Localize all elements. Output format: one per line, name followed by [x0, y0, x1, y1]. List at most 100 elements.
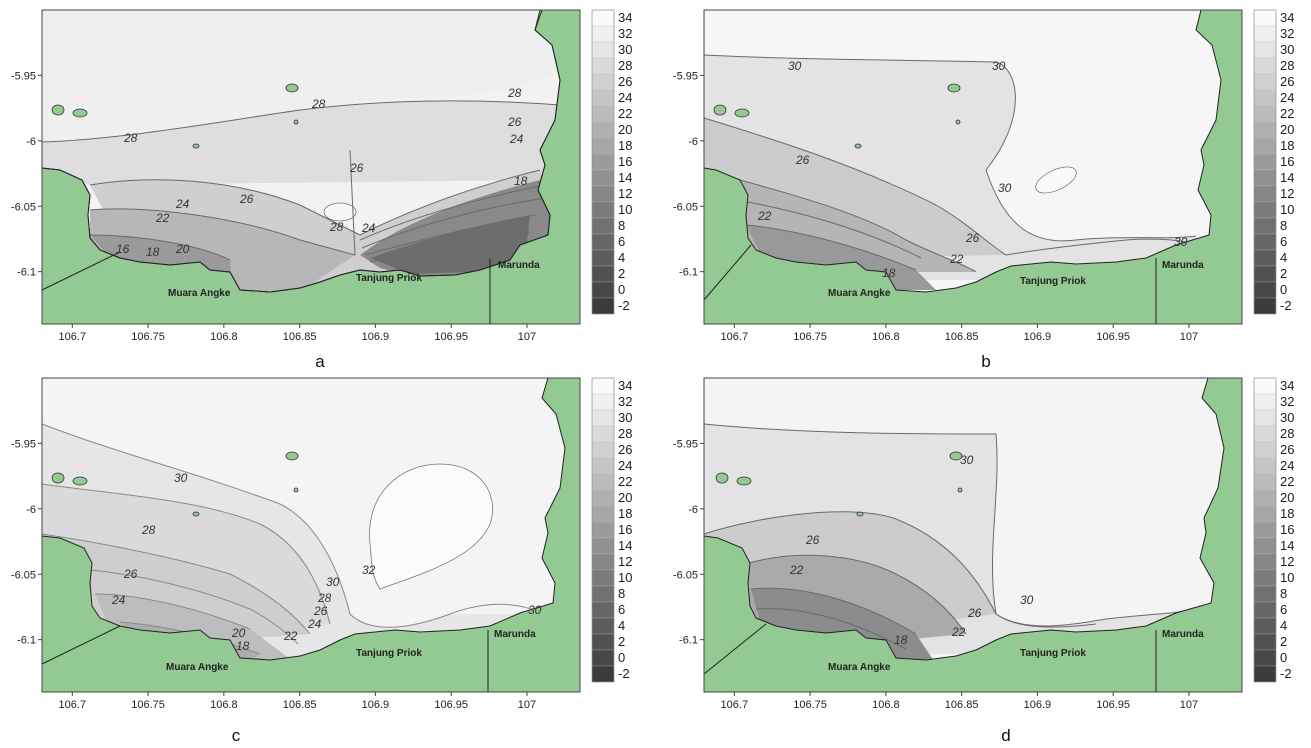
y-tick-label: -6: [26, 504, 36, 516]
place-tanjung-priok: Tanjung Priok: [356, 273, 422, 284]
colorbar-label: 24: [1280, 90, 1294, 105]
contour-line: [41, 483, 331, 625]
coastline-land: [703, 377, 1243, 693]
colorbar-swatch: [591, 665, 615, 683]
colorbar-label: 16: [1280, 522, 1294, 537]
colorbar-swatch: [591, 537, 615, 555]
colorbar-swatch: [1253, 233, 1277, 251]
x-tick-label: 106.95: [1096, 331, 1130, 343]
contour-label: 18: [882, 266, 896, 280]
y-tick-label: -6.1: [17, 635, 36, 647]
contour-label: 18: [514, 174, 528, 188]
contour-label: 18: [894, 633, 908, 647]
colorbar-swatch: [1253, 217, 1277, 235]
y-tick-label: -6.05: [11, 569, 36, 581]
colorbar-label: 32: [1280, 26, 1294, 41]
colorbar-swatch: [1253, 89, 1277, 107]
map-frame: [703, 9, 1243, 325]
colorbar-swatch: [1253, 633, 1277, 651]
colorbar-label: 34: [618, 10, 632, 25]
y-tick-label: -6: [688, 136, 698, 148]
island: [949, 451, 963, 461]
contour-label: 26: [507, 115, 522, 129]
colorbar-swatch: [1253, 377, 1277, 395]
contour-line: [79, 568, 299, 645]
colorbar-swatch: [591, 489, 615, 507]
colorbar-label: 26: [1280, 74, 1294, 89]
contour-line: [94, 593, 251, 630]
colorbar-label: 4: [618, 250, 625, 265]
colorbar-swatch: [591, 601, 615, 619]
colorbar-swatch: [591, 521, 615, 539]
contour-label: 30: [174, 471, 188, 485]
colorbar-label: 24: [618, 90, 632, 105]
boundary-line: [41, 251, 121, 291]
colorbar-swatch: [591, 393, 615, 411]
x-tick-label: 106.85: [945, 331, 979, 343]
place-tanjung-priok: Tanjung Priok: [356, 648, 422, 659]
colorbar-swatch: [591, 473, 615, 491]
boundary-line: [703, 623, 767, 675]
island: [285, 451, 299, 461]
colorbar-label: 10: [618, 570, 632, 585]
contour-line: [703, 54, 1197, 242]
contour-line: [41, 100, 561, 143]
colorbar-swatch: [591, 281, 615, 299]
colorbar-swatch: [1253, 665, 1277, 683]
colorbar-swatch: [591, 617, 615, 635]
colorbar-label: 32: [618, 26, 632, 41]
colorbar-frame: [1253, 377, 1277, 683]
contour-label: 30: [960, 453, 974, 467]
colorbar-label: 14: [618, 538, 632, 553]
colorbar-label: 2: [618, 634, 625, 649]
colorbar-swatch: [591, 57, 615, 75]
contour-line: [703, 169, 977, 273]
colorbar-label: 18: [618, 506, 632, 521]
x-tick-label: 107: [518, 699, 536, 711]
colorbar-label: 34: [1280, 10, 1294, 25]
island: [192, 143, 200, 149]
contour-line: [369, 231, 531, 263]
x-tick-label: 106.9: [362, 699, 390, 711]
x-axis: 106.7 106.75 106.8 106.85 106.9 106.95 107: [721, 324, 1198, 343]
colorbar-swatch: [1253, 57, 1277, 75]
contour-line: [755, 608, 907, 650]
contour-line: [359, 184, 546, 241]
contour-line: [89, 179, 361, 236]
contour-label: 24: [307, 617, 322, 631]
colorbar-label: 0: [1280, 282, 1287, 297]
map-panel-d: 30 26 22 18 22 26 30 Muara Angke Tanjung…: [656, 374, 1311, 748]
colorbar-swatch: [1253, 441, 1277, 459]
place-muara-angke: Muara Angke: [828, 288, 891, 299]
place-tanjung-priok: Tanjung Priok: [1020, 648, 1086, 659]
colorbar-swatch: [591, 441, 615, 459]
contour-label: 30: [528, 603, 542, 617]
contour-map-b: 30 30 26 22 18 26 22 30 30 Muara Angke T…: [673, 9, 1294, 343]
x-axis: 106.7 106.75 106.8 106.85 106.9 106.95 107: [721, 692, 1198, 711]
contour-line: [41, 423, 541, 628]
colorbar-label: 6: [1280, 234, 1287, 249]
colorbar-label: 6: [1280, 602, 1287, 617]
colorbar-label: 34: [618, 378, 632, 393]
island: [293, 487, 299, 493]
island: [192, 511, 200, 517]
contour-label: 26: [967, 606, 982, 620]
colorbar-swatch: [1253, 105, 1277, 123]
x-tick-label: 106.85: [283, 331, 317, 343]
y-tick-label: -6.05: [673, 201, 698, 213]
contour-label: 30: [1174, 235, 1188, 249]
contour-label: 26: [965, 231, 980, 245]
y-tick-label: -6: [688, 504, 698, 516]
contour-label: 22: [951, 625, 966, 639]
contour-label: 24: [111, 593, 126, 607]
map-panel-a: 28 28 28 26 24 26 24 22 20 18 16 26 28 2…: [0, 0, 655, 374]
colorbar-label: 20: [1280, 122, 1294, 137]
colorbar-swatch: [591, 265, 615, 283]
colorbar-label: 22: [1280, 106, 1294, 121]
colorbar-label: -2: [1280, 666, 1292, 681]
colorbar-label: 22: [618, 106, 632, 121]
colorbar-swatch: [591, 377, 615, 395]
x-tick-label: 106.7: [721, 331, 749, 343]
y-tick-label: -5.95: [11, 70, 36, 82]
